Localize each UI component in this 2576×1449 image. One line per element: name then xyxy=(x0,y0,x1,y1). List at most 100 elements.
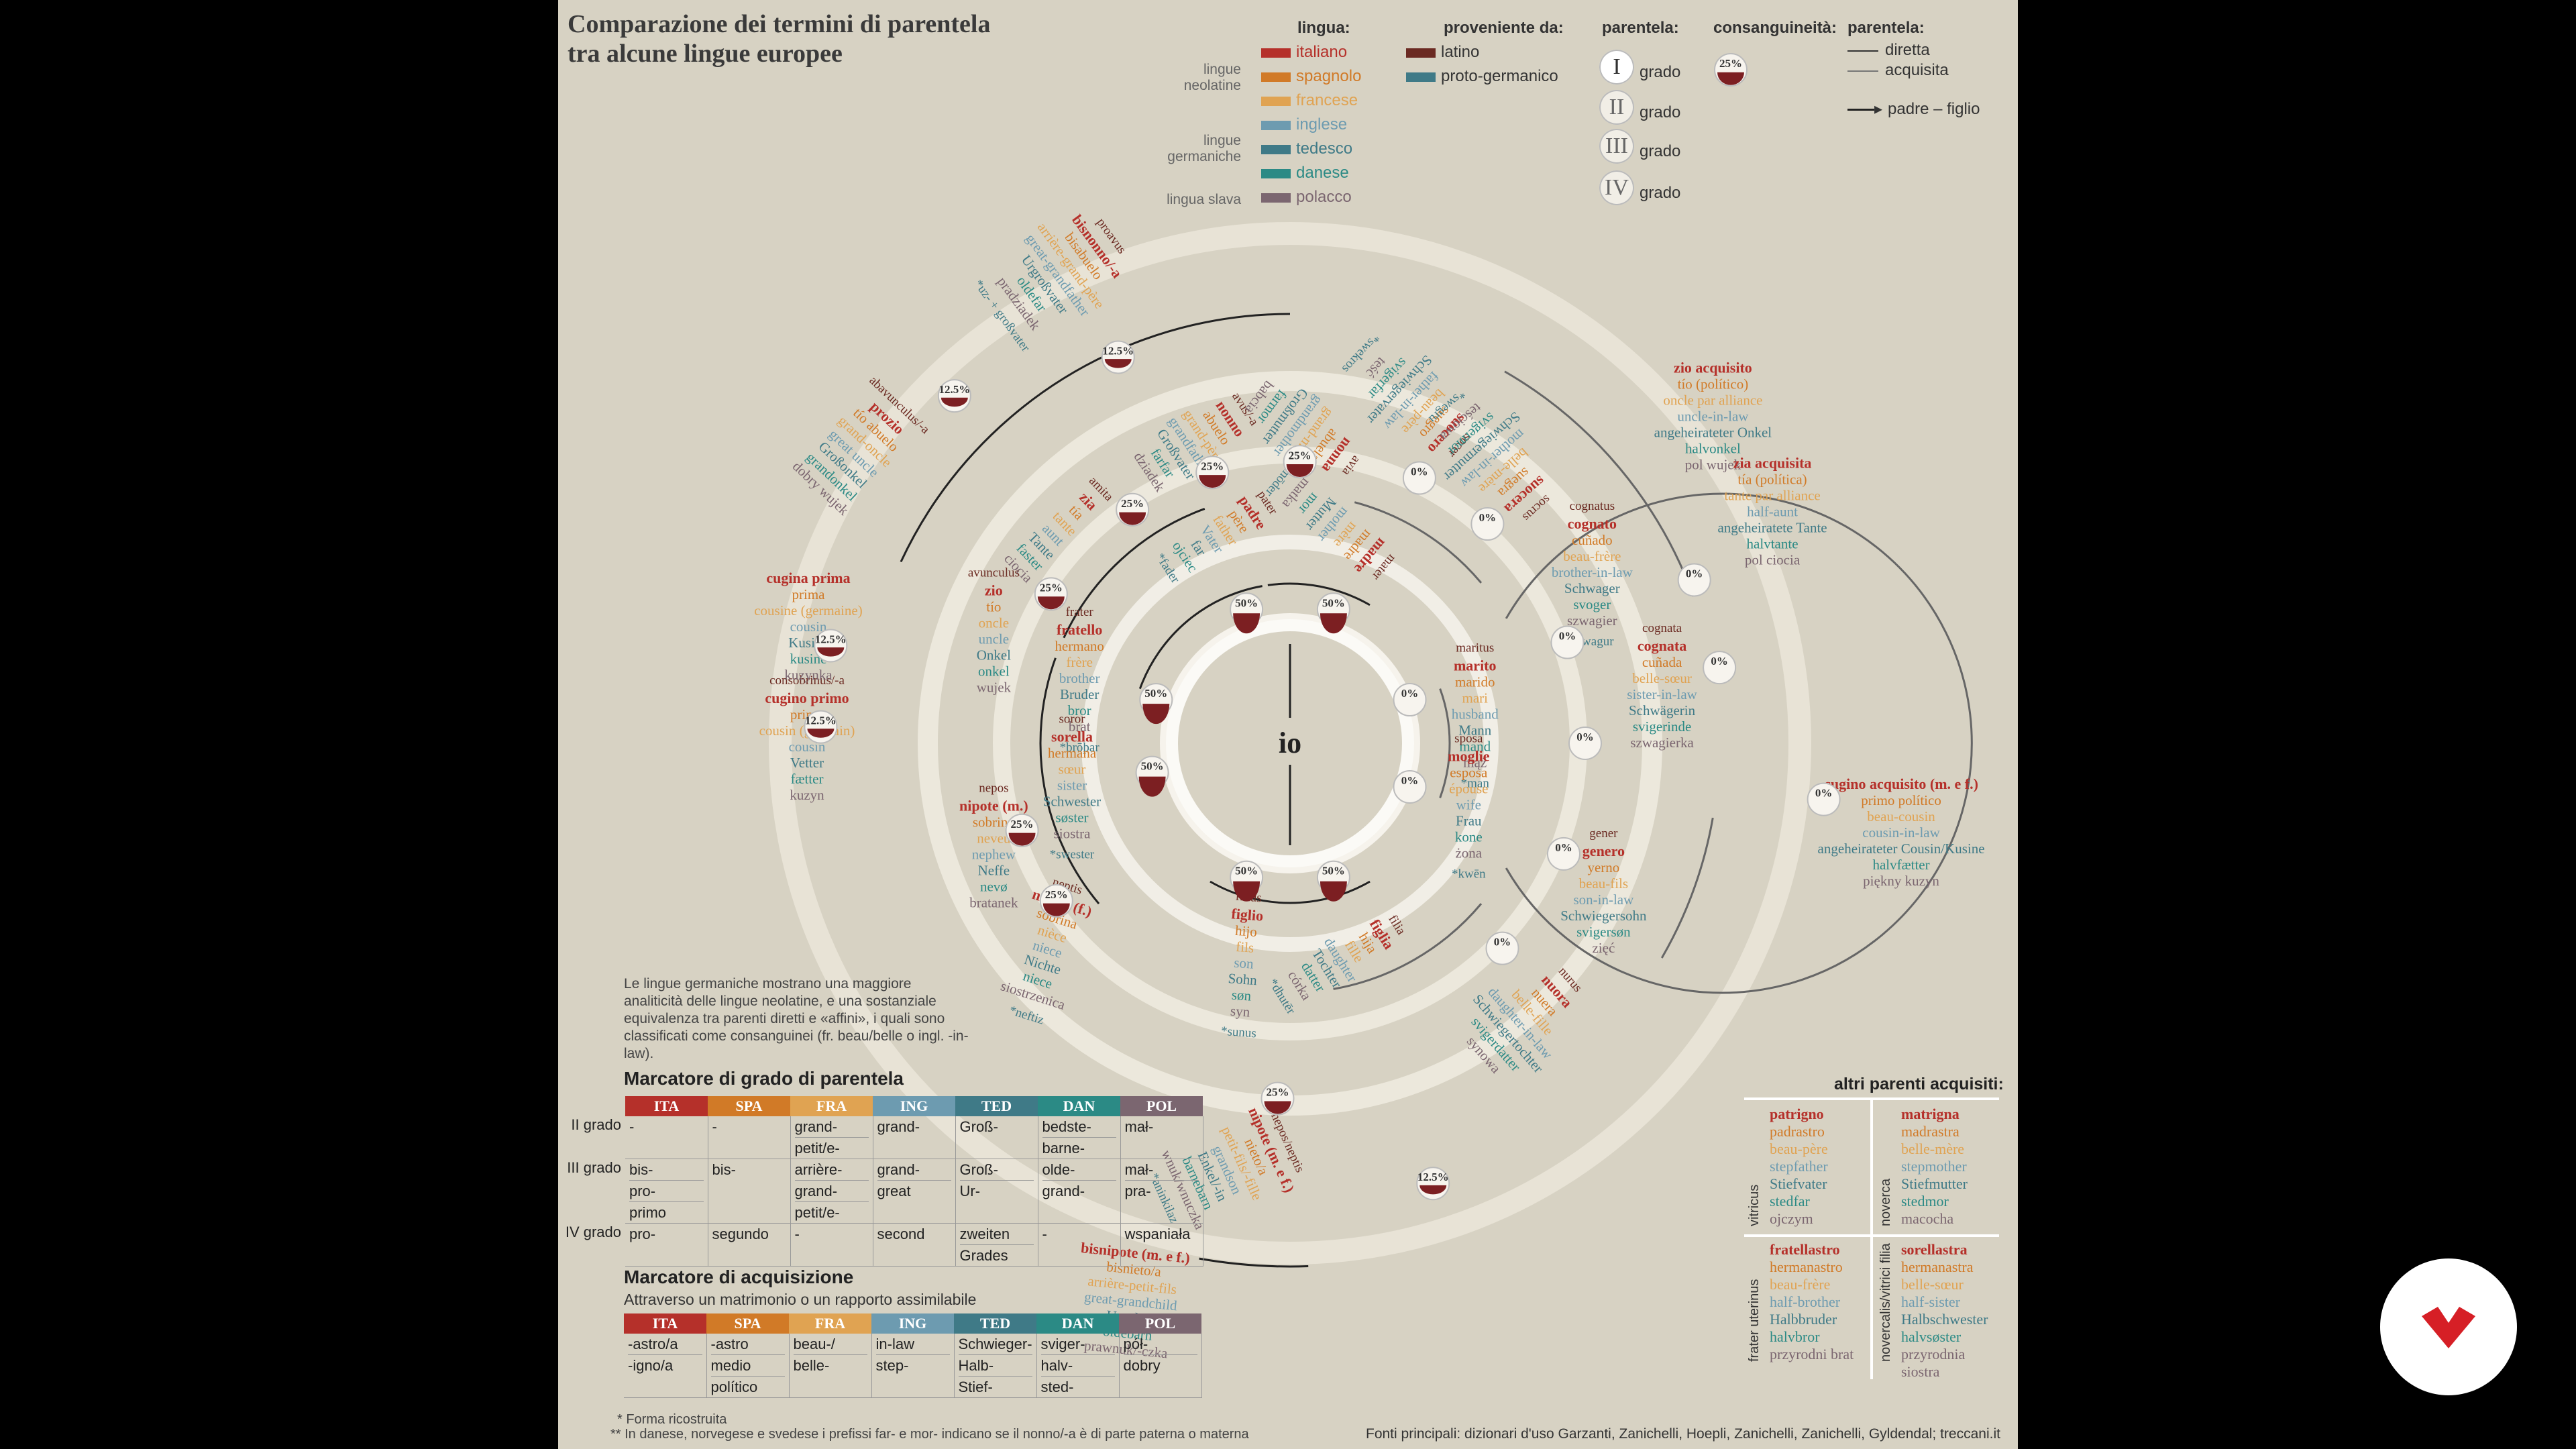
term-6: syn xyxy=(1230,1003,1250,1020)
table-row: II grado - - grand-petit/e-grand- Groß-bedst… xyxy=(562,1116,1203,1159)
latin-root: cognata xyxy=(1642,621,1682,635)
legend-language-1: spagnolo xyxy=(1261,64,1361,89)
altri-term: half-sister xyxy=(1901,1293,1960,1310)
term-4: angeheirateter Cousin/Kusine xyxy=(1818,841,1985,857)
origin-swatch xyxy=(1406,72,1436,82)
direct-term-group-2: fratellohermanofrèrebrotherBruderbrorbra… xyxy=(1055,605,1104,755)
table-cell: mał-pra- xyxy=(1120,1159,1203,1224)
language-swatch xyxy=(1261,96,1291,106)
cell-line: grand- xyxy=(877,1118,920,1135)
language-swatch xyxy=(1261,48,1291,58)
row-label: II grado xyxy=(571,1116,621,1133)
term-1: prima xyxy=(792,586,825,602)
badge-fill xyxy=(1264,1101,1291,1114)
consanguinity-badges: 50% 50% 50% 50% 50% 50% 0% 0% 25% 25% 25% 25% 25% 25%… xyxy=(804,340,1841,1201)
cell-line: beau-/ xyxy=(793,1336,835,1352)
altri-term: patrigno xyxy=(1770,1106,1824,1122)
direct-term-group-5: figliahijafilledaughterTochterdattercórk… xyxy=(1265,912,1408,1017)
term-3: sister xyxy=(1057,777,1087,793)
germanic-root: *kwēn xyxy=(1452,867,1486,881)
term-0: fratello xyxy=(1057,621,1102,638)
acquired-term-group-4: generoyernobeau-filsson-in-lawSchwiegers… xyxy=(1560,826,1647,956)
col-header-ted: TED xyxy=(954,1313,1037,1334)
legend-origin-1: proto-germanico xyxy=(1406,64,1564,89)
term-3: uncle xyxy=(979,631,1009,647)
term-5: mand xyxy=(1459,738,1491,754)
badge-pct: 25% xyxy=(1719,57,1742,70)
badge-pct: 0% xyxy=(1815,787,1833,800)
legend-origin-0: latino xyxy=(1406,40,1564,64)
term-6: brat xyxy=(1069,718,1091,735)
direct-term-group-12: nipote (m.)sobrinoneveunephewNeffenevøbr… xyxy=(959,782,1028,911)
badge-fill xyxy=(1717,72,1744,85)
table-cell: - xyxy=(708,1116,791,1159)
cell-line: wspaniała xyxy=(1124,1226,1191,1242)
group-label-slava: lingua slava xyxy=(1167,192,1241,207)
title-line-1: Comparazione dei termini di parentela xyxy=(568,10,991,38)
cell-line: sviger- xyxy=(1040,1336,1085,1352)
arc-cousins xyxy=(900,339,1144,563)
badge-fill xyxy=(1320,881,1347,902)
badge-pct: 25% xyxy=(1201,460,1224,472)
table-cell: bis-pro-primo xyxy=(625,1159,708,1224)
grade-marker-table: ITA SPA FRA ING TED DAN POL II grado - - grand-pet… xyxy=(562,1096,1203,1267)
center-io-label: io xyxy=(1279,727,1301,759)
direct-term-group-4: figliohijofilssonSohnsønsynfilius*sunus xyxy=(1220,890,1264,1041)
cell-line: primo xyxy=(629,1201,704,1223)
direct-badge-15: 12.5% xyxy=(1101,340,1135,374)
term-4: Frau xyxy=(1456,813,1482,829)
latin-root: consobrinus/-a xyxy=(769,674,845,688)
term-0: figlio xyxy=(1231,905,1264,924)
altri-term: matrigna xyxy=(1901,1106,1960,1122)
term-3: son xyxy=(1234,955,1254,972)
badge-fill xyxy=(1233,881,1260,902)
badge-pct: 12.5% xyxy=(815,633,847,645)
cell-line: petit/e- xyxy=(794,1137,869,1159)
origin-name: latino xyxy=(1441,43,1480,61)
altri-term: Stiefvater xyxy=(1770,1175,1827,1192)
badge-bg xyxy=(1393,769,1427,804)
acq-marker-table: ITA SPA FRA ING TED DAN POL -astro/a -igno/a -ast… xyxy=(624,1313,1202,1398)
direct-badge-12: 25% xyxy=(1005,813,1039,847)
term-4: Vetter xyxy=(790,755,824,771)
altri-term: sorellastra xyxy=(1901,1241,1968,1258)
term-0: zio xyxy=(985,582,1003,598)
table-header-row: ITA SPA FRA ING TED DAN POL xyxy=(562,1096,1203,1116)
grade-table-title: Marcatore di grado di parentela xyxy=(624,1068,904,1089)
badge-pct: 0% xyxy=(1479,511,1497,524)
kinship-radial-diagram: padrepèrefatherVaterfarojciecpater*fader… xyxy=(754,53,1985,1361)
term-0: sorella xyxy=(1051,728,1093,745)
acquired-badge-3: 0% xyxy=(1568,727,1602,760)
language-name: inglese xyxy=(1296,115,1348,133)
altri-divider-v xyxy=(1870,1097,1873,1379)
arc-great xyxy=(1142,313,1291,341)
badge-pct: 25% xyxy=(1045,888,1068,901)
cell-line: - xyxy=(712,1118,717,1135)
cell-line: mał- xyxy=(1124,1161,1154,1178)
badge-bg xyxy=(1703,651,1737,685)
altri-latin-label: noverca xyxy=(1878,1178,1893,1226)
altri-title: altri parenti acquisiti: xyxy=(1834,1075,2004,1093)
cell-line: mał- xyxy=(1124,1118,1154,1135)
col-header-fra: FRA xyxy=(789,1313,871,1334)
badge-pct: 0% xyxy=(1559,630,1576,643)
term-1: tía (política) xyxy=(1737,471,1807,487)
cell-line: político xyxy=(710,1376,785,1397)
badge-pct: 0% xyxy=(1411,466,1428,478)
table-cell: arrière-grand-petit/e- xyxy=(790,1159,873,1224)
cell-line: -astro/a xyxy=(628,1336,678,1352)
grade-numeral: I xyxy=(1599,50,1634,85)
term-0: cognata xyxy=(1638,637,1686,654)
altri-divider-top xyxy=(1744,1097,1999,1100)
direct-badge-10: 25% xyxy=(1116,492,1150,527)
cell-line: pół- xyxy=(1123,1336,1148,1352)
altri-term: belle-mère xyxy=(1901,1140,1965,1157)
altri-term: half-brother xyxy=(1770,1293,1841,1310)
brand-logo[interactable] xyxy=(2380,1258,2517,1395)
grade-numeral: III xyxy=(1599,129,1634,164)
altri-term: Halbbruder xyxy=(1770,1311,1837,1328)
